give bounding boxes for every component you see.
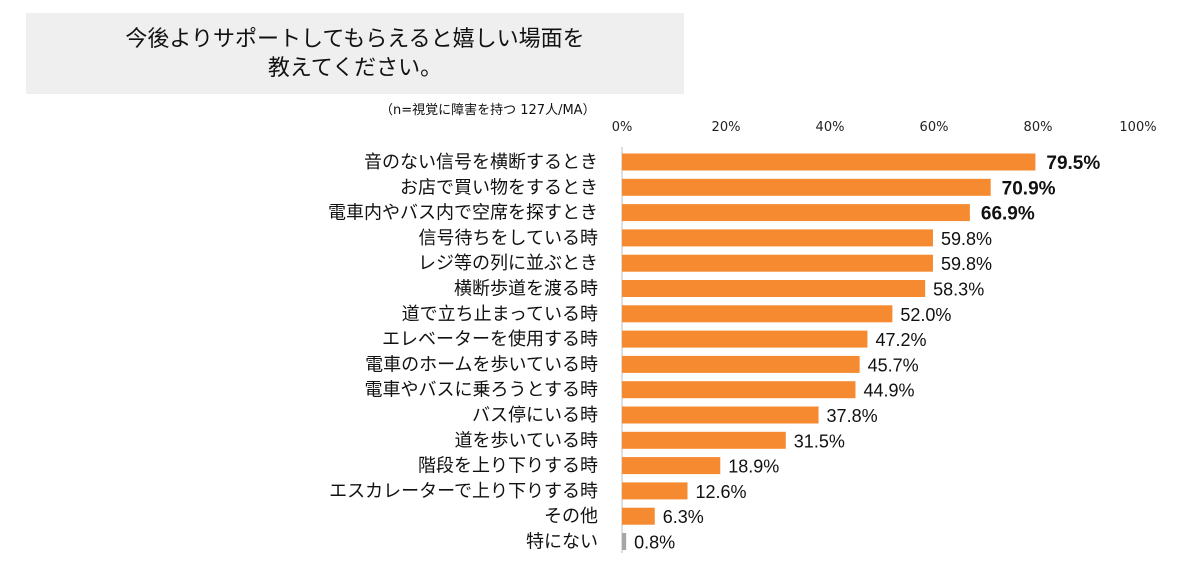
bar	[622, 280, 926, 297]
category-label: バス停にいる時	[472, 405, 598, 426]
bar	[622, 457, 721, 475]
bar	[622, 254, 933, 272]
bar	[622, 406, 819, 424]
category-label: エレベーターを使用する時	[382, 329, 598, 350]
value-label: 59.8%	[941, 254, 992, 274]
x-tick-label: 60%	[920, 120, 949, 135]
value-label: 52.0%	[900, 305, 951, 325]
value-label: 79.5%	[1046, 153, 1100, 174]
category-label: 電車のホームを歩いている時	[365, 354, 598, 375]
bar	[622, 178, 991, 196]
bar	[622, 507, 655, 525]
bar	[622, 229, 933, 247]
category-label: 電車やバスに乗ろうとする時	[365, 380, 598, 401]
x-tick-label: 80%	[1024, 120, 1053, 135]
category-label: 電車内やバス内で空席を探すとき	[328, 203, 598, 224]
value-label: 70.9%	[1002, 178, 1056, 199]
chart-title-line-1: 今後よりサポートしてもらえると嬉しい場面を	[125, 26, 585, 52]
value-label: 59.8%	[941, 229, 992, 249]
bar	[622, 431, 786, 449]
value-label: 12.6%	[696, 482, 747, 502]
value-label: 31.5%	[794, 431, 845, 451]
bar	[622, 355, 860, 373]
value-label: 37.8%	[827, 406, 878, 426]
category-label: 特にない	[526, 532, 598, 553]
category-label: レジ等の列に並ぶとき	[418, 253, 598, 274]
value-label: 58.3%	[933, 280, 984, 300]
category-label: その他	[544, 506, 598, 527]
category-label: お店で買い物をするとき	[400, 177, 598, 198]
bar	[622, 305, 893, 323]
value-label: 6.3%	[663, 507, 704, 527]
value-label: 18.9%	[728, 457, 779, 477]
x-tick-label: 0%	[612, 120, 633, 135]
category-label: 音のない信号を横断するとき	[364, 152, 598, 173]
category-label: 階段を上り下りする時	[418, 456, 598, 477]
bar	[622, 330, 868, 348]
bar	[622, 482, 688, 500]
x-tick-label: 40%	[816, 120, 845, 135]
category-label: 道を歩いている時	[455, 430, 598, 451]
bar	[622, 204, 970, 222]
value-label: 66.9%	[981, 204, 1035, 225]
value-label: 47.2%	[875, 330, 926, 350]
x-tick-label: 20%	[712, 120, 741, 135]
category-label: エスカレーターで上り下りする時	[329, 481, 598, 502]
sample-note: （n=視覚に障害を持つ 127人/MA）	[380, 103, 596, 118]
bar	[622, 533, 627, 550]
bar	[622, 153, 1036, 171]
x-tick-label: 100%	[1119, 120, 1156, 135]
chart-title: 今後よりサポートしてもらえると嬉しい場面を 教えてください。	[26, 13, 684, 94]
category-label: 横断歩道を渡る時	[454, 279, 598, 300]
category-label: 道で立ち止まっている時	[402, 304, 598, 325]
chart-title-line-2: 教えてください。	[267, 55, 443, 81]
bar	[622, 381, 856, 399]
value-label: 0.8%	[634, 533, 675, 553]
value-label: 45.7%	[868, 355, 919, 375]
category-label: 信号待ちをしている時	[419, 228, 598, 249]
value-label: 44.9%	[863, 381, 914, 401]
